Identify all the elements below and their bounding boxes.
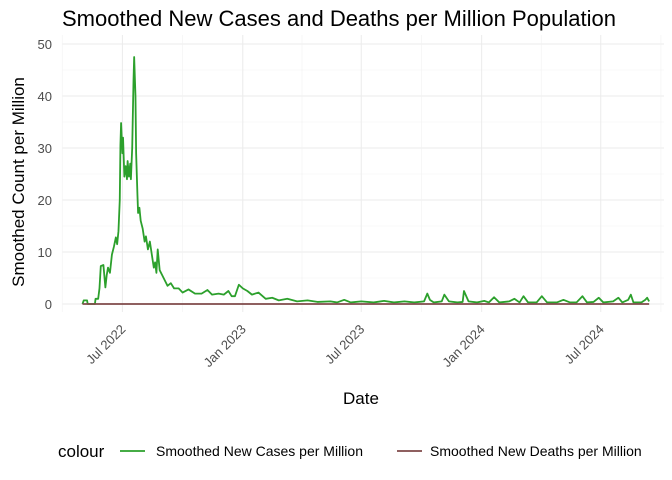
x-tick-label: Jan 2024 bbox=[439, 322, 487, 370]
y-tick-label: 30 bbox=[38, 141, 52, 156]
series-line-0 bbox=[81, 56, 650, 305]
legend-label-deaths: Smoothed New Deaths per Million bbox=[430, 443, 642, 459]
legend: colour Smoothed New Cases per Million Sm… bbox=[58, 442, 642, 461]
x-tick-label: Jul 2022 bbox=[83, 322, 128, 367]
y-axis-title: Smoothed Count per Million bbox=[9, 77, 28, 287]
legend-label-cases: Smoothed New Cases per Million bbox=[156, 443, 363, 459]
legend-title: colour bbox=[58, 442, 105, 461]
x-tick-label: Jul 2023 bbox=[322, 322, 367, 367]
x-axis-title: Date bbox=[343, 389, 379, 408]
chart-title: Smoothed New Cases and Deaths per Millio… bbox=[62, 6, 616, 31]
y-tick-label: 10 bbox=[38, 245, 52, 260]
grid-layer bbox=[61, 35, 664, 312]
x-axis-ticks: Jul 2022 Jan 2023 Jul 2023 Jan 2024 Jul 2024 bbox=[83, 322, 607, 370]
y-tick-label: 20 bbox=[38, 193, 52, 208]
x-tick-label: Jan 2023 bbox=[200, 322, 248, 370]
series-layer bbox=[81, 56, 650, 305]
y-axis-ticks: 0 10 20 30 40 50 bbox=[38, 37, 52, 312]
y-tick-label: 50 bbox=[38, 37, 52, 52]
y-tick-label: 0 bbox=[45, 297, 52, 312]
y-tick-label: 40 bbox=[38, 89, 52, 104]
x-tick-label: Jul 2024 bbox=[561, 322, 606, 367]
